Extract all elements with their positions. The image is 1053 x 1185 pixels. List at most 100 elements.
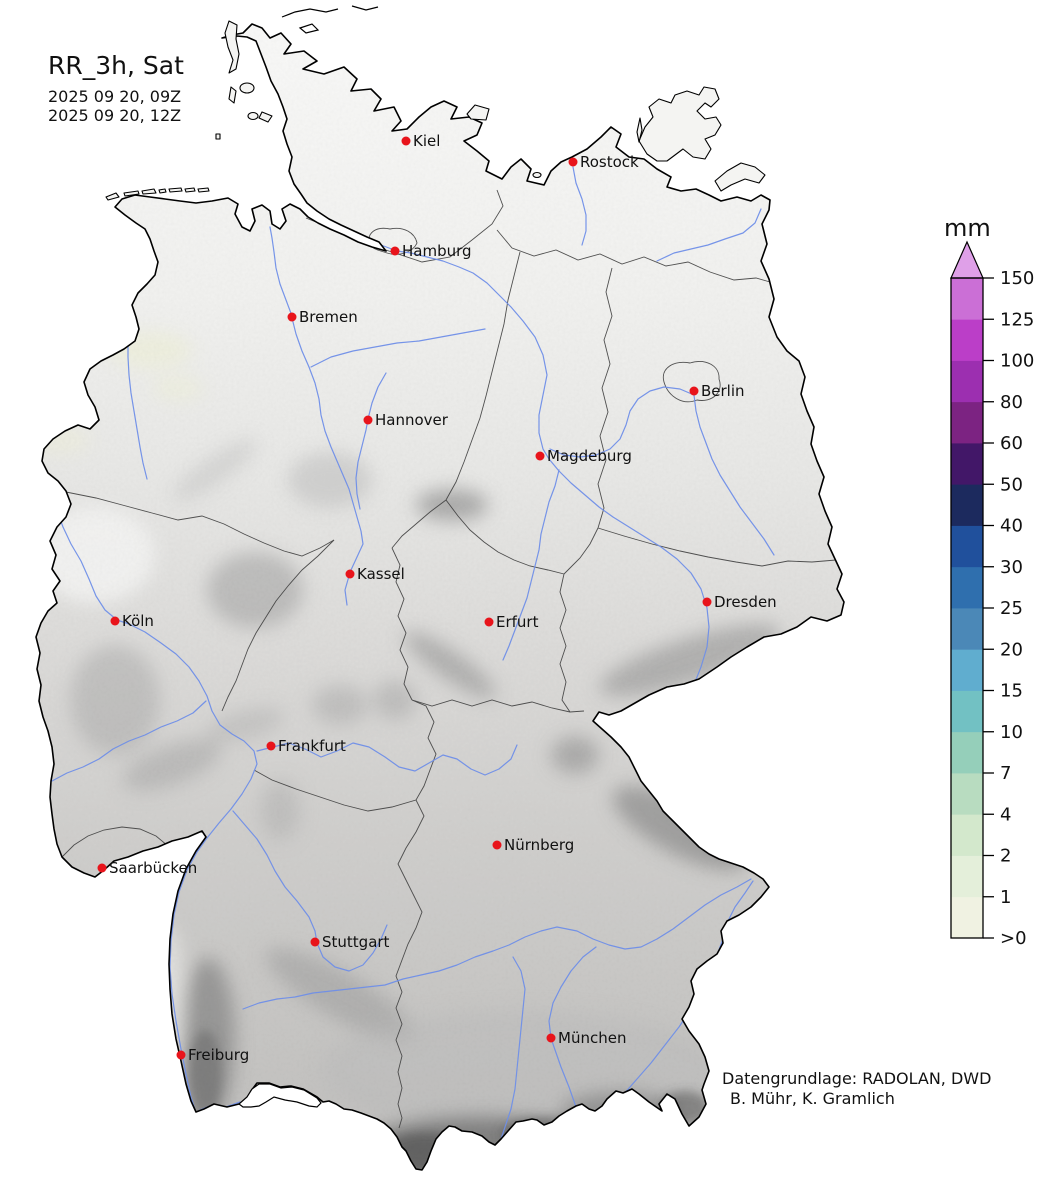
island-hiddensee [636,117,643,143]
city-label: Köln [122,612,154,630]
state-border [445,251,521,501]
river [242,878,752,1010]
state-border [496,229,771,283]
island-spiekeroog [184,187,196,193]
river [656,208,762,262]
island-helgoland [215,133,221,140]
colorbar-segment [951,608,983,650]
city-label: Stuttgart [322,933,390,951]
colorbar-segment [951,525,983,568]
river [310,328,486,368]
colorbar-segment [951,401,983,444]
danish-coast-fragment [351,5,379,11]
city-marker-Kiel: Kiel [401,132,440,150]
river [548,946,597,1108]
river [52,496,258,1114]
island-poel [532,171,542,179]
island-fehmarn [466,104,490,121]
colorbar: >0 1 2 4 7 10 15 20 25 30 40 50 60 80 100 125 150 [950,240,1034,949]
island-langeoog [168,187,183,193]
colorbar-tick-label: 7 [1000,763,1011,784]
colorbar-segment [951,319,983,361]
colorbar-tick-label: 60 [1000,433,1023,454]
colorbar-tick-label: 40 [1000,516,1023,537]
island-ruegen [638,86,722,162]
state-border [391,547,413,701]
city-marker-Saarbücken: Saarbücken [97,859,197,877]
danish-coast-fragment [281,8,339,18]
city-marker-Freiburg: Freiburg [176,1046,249,1064]
city-label: Saarbücken [109,859,197,877]
river [269,226,293,317]
state-border [368,227,418,255]
city-label: Magdeburg [547,447,632,465]
colorbar-tick-label: 2 [1000,846,1011,867]
island-borkum [105,192,120,201]
city-marker-Erfurt: Erfurt [484,613,539,631]
city-marker-Rostock: Rostock [568,153,639,171]
city-dot [535,451,545,461]
island-usedom [714,162,766,192]
city-marker-Hannover: Hannover [363,411,449,429]
island-amrum [228,86,237,104]
city-dot [689,386,699,396]
city-label: München [558,1029,626,1047]
state-border [563,527,599,575]
island-juist [123,190,140,197]
city-dot [401,136,411,146]
city-marker-München: München [546,1029,626,1047]
colorbar-tick-label: 150 [1000,268,1034,289]
city-marker-Magdeburg: Magdeburg [535,447,632,465]
city-dot [484,617,494,627]
colorbar-tick-label: 100 [1000,351,1034,372]
colorbar-segment [951,649,983,691]
date-start: 2025 09 20, 09Z [48,87,181,106]
colorbar-segment [951,814,983,856]
colorbar-tick-label: 80 [1000,392,1023,413]
state-border [445,499,565,575]
river [498,956,526,1146]
city-marker-Kassel: Kassel [345,565,405,583]
colorbar-tick-label: 30 [1000,557,1023,578]
city-dot [345,569,355,579]
colorbar-segment [951,731,983,774]
city-label: Nürnberg [504,836,574,854]
city-label: Berlin [701,382,745,400]
river [232,810,388,972]
river [502,469,560,661]
city-dot [568,157,578,167]
state-border [395,799,425,1129]
state-border [597,527,837,567]
colorbar-tick-label: 10 [1000,722,1023,743]
colorbar-tick-label: 50 [1000,474,1023,495]
city-marker-Frankfurt: Frankfurt [266,737,346,755]
city-markers-layer: Kiel Rostock Hamburg Bremen Berlin Hannover Ma… [97,132,777,1064]
rivers [51,166,775,1146]
colorbar-tick-label: 125 [1000,309,1034,330]
state-border [411,699,437,801]
date-end: 2025 09 20, 12Z [48,106,181,125]
city-label: Kiel [413,132,440,150]
state-border [391,499,447,549]
colorbar-segment [951,484,983,526]
island-baltrum [158,188,167,194]
city-marker-Dresden: Dresden [702,593,777,611]
island-foehr [239,82,255,94]
danish-coast [281,5,379,34]
city-dot [310,937,320,947]
colorbar-segment [951,773,983,815]
colorbar-unit-label: mm [944,214,991,242]
colorbar-segment [951,566,983,609]
state-border-berlin [662,361,721,403]
terrain-shading [36,24,844,1170]
state-border [221,539,335,712]
attribution-source: Datengrundlage: RADOLAN, DWD [722,1069,991,1088]
colorbar-segment [951,896,983,939]
city-label: Erfurt [496,613,539,631]
state-border [411,699,571,713]
river [256,742,518,776]
city-marker-Stuttgart: Stuttgart [310,933,390,951]
colorbar-tick-label: 20 [1000,639,1023,660]
state-border [597,267,613,529]
